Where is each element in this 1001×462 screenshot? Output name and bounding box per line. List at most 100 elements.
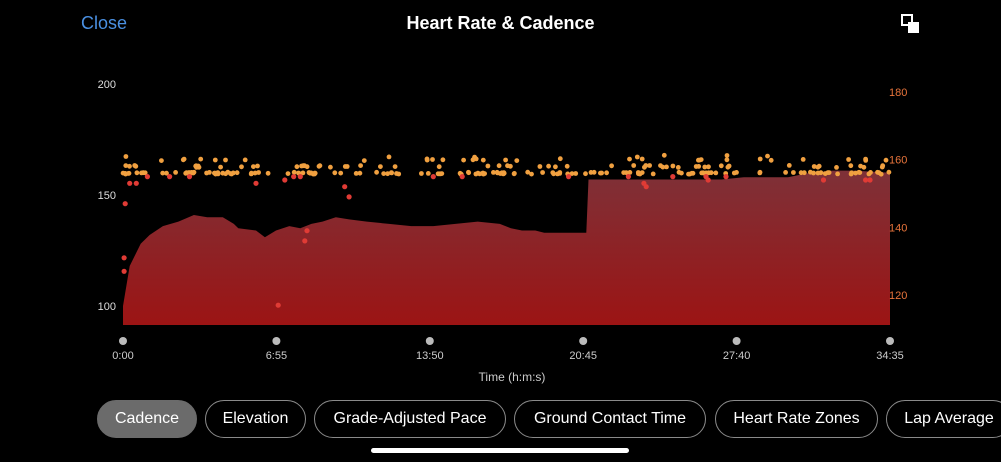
right-axis-tick: 160: [889, 155, 907, 167]
x-axis-label: Time (h:m:s): [479, 370, 546, 384]
cadence-point: [304, 164, 310, 170]
cadence-point: [849, 170, 854, 176]
cadence-point: [609, 163, 614, 169]
cadence-point: [256, 170, 261, 175]
cadence-point: [164, 170, 169, 176]
cadence-outlier-point: [167, 174, 173, 180]
cadence-point: [875, 169, 880, 175]
tab-elevation[interactable]: Elevation: [205, 400, 306, 438]
cadence-point: [126, 170, 132, 176]
cadence-point: [265, 170, 271, 176]
cadence-point: [503, 157, 508, 163]
cadence-outlier-point: [186, 174, 193, 180]
cadence-point: [338, 170, 344, 176]
cadence-point: [647, 163, 652, 168]
cadence-point: [826, 170, 832, 175]
cadence-point: [553, 164, 558, 170]
left-axis-tick: 200: [98, 79, 116, 91]
heart-rate-cadence-chart: 200 150 100 180 160 140 120 0:00 6:55 13:50 20:45 2…: [98, 79, 908, 384]
cadence-point: [725, 164, 731, 170]
cadence-point: [857, 170, 863, 175]
cadence-outlier-point: [430, 174, 436, 180]
cadence-point: [196, 164, 202, 170]
cadence-point: [639, 156, 645, 162]
cadence-point: [353, 171, 359, 176]
cadence-point: [557, 156, 563, 162]
cadence-point: [173, 170, 179, 175]
cadence-point: [342, 164, 348, 169]
cadence-outlier-point: [133, 180, 139, 186]
cadence-point: [220, 170, 226, 176]
cadence-point: [696, 164, 702, 169]
cadence-point: [440, 157, 446, 163]
cadence-outlier-point: [643, 184, 649, 190]
cadence-point: [598, 170, 603, 176]
cadence-point: [419, 171, 424, 176]
cadence-point: [252, 170, 258, 176]
tab-lap-average[interactable]: Lap Average: [886, 400, 1001, 438]
cadence-point: [661, 152, 667, 158]
cadence-point: [675, 165, 681, 170]
cadence-point: [255, 163, 260, 169]
cadence-point: [228, 171, 233, 176]
cadence-point: [123, 163, 129, 168]
cadence-outlier-point: [127, 180, 133, 186]
cadence-point: [697, 157, 702, 163]
cadence-point: [306, 170, 312, 175]
left-axis-tick: 150: [98, 190, 116, 202]
cadence-outlier-point: [304, 228, 310, 234]
cadence-point: [291, 169, 297, 175]
cadence-point: [481, 171, 486, 177]
cadence-point: [299, 163, 304, 169]
cadence-point: [127, 163, 132, 169]
x-axis-tick-dot: [732, 337, 741, 345]
cadence-point: [249, 170, 254, 176]
cadence-point: [724, 153, 730, 158]
cadence-point: [546, 163, 551, 169]
cadence-point: [551, 171, 556, 177]
cadence-point: [848, 163, 854, 169]
close-button[interactable]: Close: [81, 13, 128, 33]
cadence-point: [159, 158, 164, 163]
cadence-point: [358, 163, 363, 168]
cadence-point: [242, 157, 248, 163]
cadence-point: [394, 171, 399, 176]
cadence-point: [800, 157, 806, 162]
cadence-point: [868, 170, 873, 175]
cadence-point: [529, 171, 534, 177]
cadence-point: [846, 157, 851, 162]
cadence-point: [878, 171, 884, 177]
cadence-point: [834, 165, 839, 170]
cadence-point: [734, 170, 739, 175]
cadence-point: [285, 171, 291, 176]
x-axis-tick-dot: [119, 337, 127, 345]
cadence-point: [700, 170, 706, 176]
x-axis-tick-dot: [272, 337, 281, 345]
cadence-point: [724, 157, 730, 163]
cadence-point: [389, 170, 394, 176]
cadence-point: [886, 169, 892, 175]
tab-cadence[interactable]: Cadence: [97, 400, 197, 438]
cadence-point: [223, 157, 228, 163]
cadence-outlier-point: [625, 174, 632, 180]
cadence-point: [591, 169, 597, 175]
cadence-point: [332, 170, 338, 176]
cadence-point: [461, 157, 466, 163]
cadence-point: [357, 170, 363, 176]
cadence-point: [786, 163, 792, 168]
cadence-point: [378, 164, 383, 169]
cadence-point: [650, 171, 656, 177]
cadence-point: [861, 164, 867, 170]
cadence-point: [511, 171, 517, 177]
tab-ground-contact-time[interactable]: Ground Contact Time: [514, 400, 706, 438]
cadence-outlier-point: [342, 184, 348, 190]
cadence-point: [473, 156, 479, 162]
cadence-point: [708, 170, 714, 176]
cadence-point: [473, 171, 479, 177]
cadence-point: [555, 171, 560, 177]
tab-heart-rate-zones[interactable]: Heart Rate Zones: [715, 400, 878, 438]
tab-grade-adjusted-pace[interactable]: Grade-Adjusted Pace: [314, 400, 506, 438]
expand-icon[interactable]: [900, 14, 920, 34]
cadence-point: [811, 170, 816, 176]
cadence-outlier-point: [723, 174, 729, 180]
